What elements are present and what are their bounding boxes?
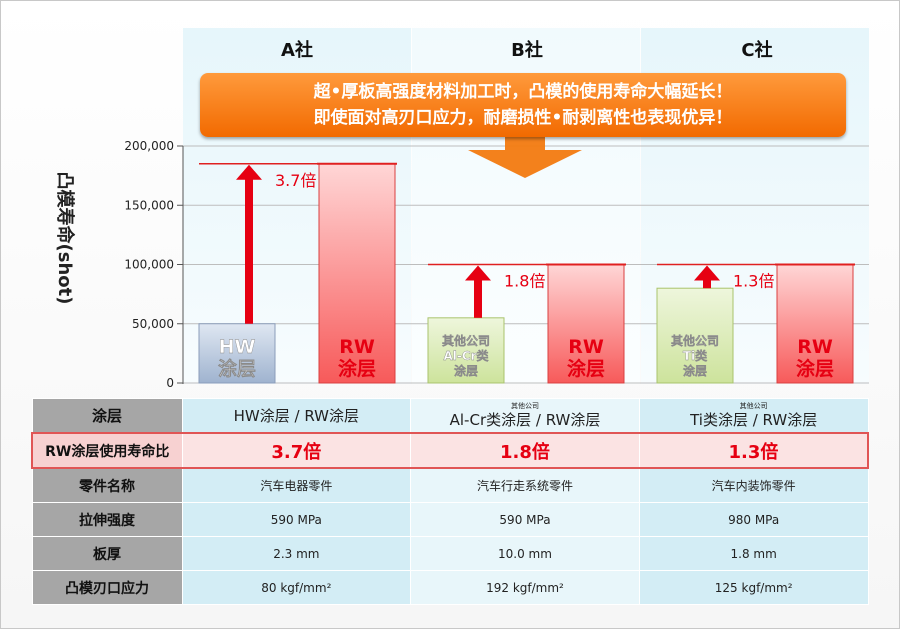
- banner-line-1: 超•厚板高强度材料加工时，凸模的使用寿命大幅延长！: [313, 82, 733, 102]
- bar-label: 涂层: [796, 357, 834, 380]
- table-cell: 其他公司 Al-Cr类涂层 / RW涂层: [410, 398, 640, 434]
- table-cell: 3.7倍: [181, 432, 412, 469]
- highlight-banner: 超•厚板高强度材料加工时，凸模的使用寿命大幅延长！ 即使面对高刃口应力，耐磨损性…: [200, 73, 846, 137]
- table-cell-small: 其他公司: [739, 401, 768, 410]
- table-cell: 125 kgf/mm²: [638, 570, 869, 605]
- y-tick-label: 50,000: [132, 317, 174, 331]
- bar-label: 涂层: [338, 357, 376, 380]
- ratio-label: 1.3倍: [733, 272, 774, 291]
- row-header-strength: 拉伸强度: [31, 502, 183, 537]
- ratio-label: 1.8倍: [504, 272, 545, 291]
- bar-rw: [318, 163, 396, 384]
- table-cell: HW涂层 / RW涂层: [181, 398, 412, 434]
- row-header-stress: 凸模刃口应力: [31, 570, 183, 605]
- spec-table: 涂层 HW涂层 / RW涂层 其他公司 Al-Cr类涂层 / RW涂层 其他公司 T…: [31, 398, 869, 605]
- ratio-arrow-head-icon: [236, 164, 262, 180]
- y-tick-label: 0: [166, 376, 174, 390]
- bar-label: 其他公司: [442, 333, 490, 348]
- table-row: 板厚 2.3 mm 10.0 mm 1.8 mm: [31, 536, 869, 571]
- y-axis-label: 凸模寿命(shot): [54, 171, 75, 305]
- bar-label: 涂层: [683, 363, 707, 378]
- table-cell: 1.8倍: [410, 432, 640, 469]
- company-a-label: A社: [281, 40, 313, 61]
- y-tick-label: 150,000: [124, 198, 174, 212]
- table-cell-main: Al-Cr类涂层 / RW涂层: [449, 410, 601, 429]
- table-row: 拉伸强度 590 MPa 590 MPa 980 MPa: [31, 502, 869, 537]
- table-cell: 192 kgf/mm²: [410, 570, 640, 605]
- row-header-coating: 涂层: [31, 398, 183, 434]
- table-cell: 2.3 mm: [181, 536, 412, 571]
- bar-rw: [547, 264, 625, 384]
- ratio-label: 3.7倍: [275, 171, 316, 190]
- table-cell: 980 MPa: [638, 502, 869, 537]
- bar-label: 涂层: [567, 357, 605, 380]
- table-cell: 1.8 mm: [638, 536, 869, 571]
- row-header-ratio: RW涂层使用寿命比: [31, 432, 183, 469]
- bar-label: HW: [219, 336, 256, 358]
- table-cell-main: HW涂层 / RW涂层: [233, 407, 359, 425]
- table-cell: 80 kgf/mm²: [181, 570, 412, 605]
- bar-other: [427, 317, 505, 384]
- table-cell: 10.0 mm: [410, 536, 640, 571]
- table-row: 凸模刃口应力 80 kgf/mm² 192 kgf/mm² 125 kgf/mm…: [31, 570, 869, 605]
- bar-label: RW: [797, 336, 833, 358]
- table-cell-main: Ti类涂层 / RW涂层: [690, 410, 818, 429]
- table-cell: 其他公司 Ti类涂层 / RW涂层: [638, 398, 869, 434]
- table-cell: 汽车行走系统零件: [410, 467, 640, 503]
- bar-rw: [776, 264, 854, 384]
- table-row: 零件名称 汽车电器零件 汽车行走系统零件 汽车内装饰零件: [31, 467, 869, 503]
- ratio-arrow-head-icon: [694, 265, 720, 281]
- table-cell: 590 MPa: [410, 502, 640, 537]
- table-cell: 汽车内装饰零件: [638, 467, 869, 503]
- table-row: 涂层 HW涂层 / RW涂层 其他公司 Al-Cr类涂层 / RW涂层 其他公司 T…: [31, 398, 869, 434]
- company-b-label: B社: [511, 40, 543, 61]
- bar-label: Ti类: [683, 348, 708, 363]
- banner-line-2: 即使面对高刃口应力，耐磨损性•耐剥离性也表现优异！: [313, 108, 733, 128]
- banner-down-arrow-icon: [468, 137, 582, 178]
- bar-label: RW: [339, 336, 375, 358]
- y-tick-label: 200,000: [124, 139, 174, 153]
- row-header-part: 零件名称: [31, 467, 183, 503]
- y-tick-label: 100,000: [124, 258, 174, 272]
- table-cell-small: 其他公司: [510, 401, 539, 410]
- bar-label: RW: [568, 336, 604, 358]
- bar-label: 其他公司: [671, 333, 719, 348]
- bar-label: 涂层: [218, 357, 256, 380]
- ratio-arrow-shaft: [474, 278, 482, 318]
- table-row: RW涂层使用寿命比 3.7倍 1.8倍 1.3倍: [31, 432, 869, 469]
- bar-label: Al-Cr类: [443, 348, 489, 363]
- company-c-label: C社: [741, 40, 773, 61]
- bar-hw: [198, 323, 276, 384]
- ratio-arrow-shaft: [703, 278, 711, 289]
- table-cell: 590 MPa: [181, 502, 412, 537]
- bar-other: [656, 287, 734, 384]
- ratio-arrow-head-icon: [465, 265, 491, 281]
- bar-label: 涂层: [454, 363, 478, 378]
- table-cell: 汽车电器零件: [181, 467, 412, 503]
- ratio-arrow-shaft: [245, 177, 253, 324]
- row-header-thickness: 板厚: [31, 536, 183, 571]
- table-cell: 1.3倍: [638, 432, 869, 469]
